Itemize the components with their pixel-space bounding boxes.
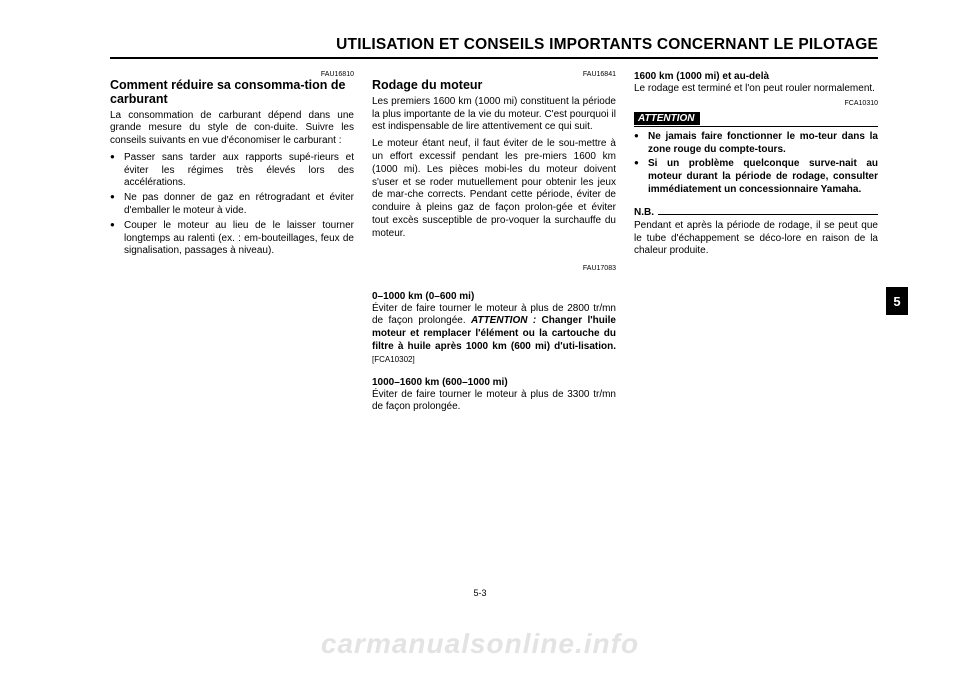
column-2: FAU16841 Rodage du moteur Les premiers 1… [372, 71, 616, 418]
nb-body: Pendant et après la période de rodage, i… [634, 220, 878, 258]
attention-underline [634, 126, 878, 127]
column-3: 1600 km (1000 mi) et au-delà Le rodage e… [634, 71, 878, 418]
body-text: Éviter de faire tourner le moteur à plus… [372, 303, 616, 367]
section-title: Rodage du moteur [372, 79, 616, 93]
bullet-list: Passer sans tarder aux rapports supé-rie… [110, 152, 354, 258]
refcode: FAU16810 [110, 71, 354, 78]
watermark: carmanualsonline.info [0, 628, 960, 660]
attention-inline: ATTENTION : [471, 315, 542, 326]
subsection-title: 1600 km (1000 mi) et au-delà [634, 71, 878, 82]
refcode: FAU16841 [372, 71, 616, 78]
nb-line [658, 214, 878, 215]
subsection-title: 0–1000 km (0–600 mi) [372, 291, 616, 302]
list-item: Si un problème quelconque surve-nait au … [646, 158, 878, 196]
page-number: 5-3 [0, 588, 960, 598]
refcode: FAU17083 [372, 265, 616, 272]
columns: FAU16810 Comment réduire sa consomma-tio… [110, 71, 878, 418]
column-1: FAU16810 Comment réduire sa consomma-tio… [110, 71, 354, 418]
page: UTILISATION ET CONSEILS IMPORTANTS CONCE… [0, 0, 960, 678]
body-text: Le rodage est terminé et l'on peut roule… [634, 83, 878, 96]
nb-row: N.B. [634, 207, 878, 218]
body-text: Le moteur étant neuf, il faut éviter de … [372, 138, 616, 240]
list-item: Ne jamais faire fonctionner le mo-teur d… [646, 131, 878, 157]
list-item: Couper le moteur au lieu de le laisser t… [122, 220, 354, 258]
list-item: Passer sans tarder aux rapports supé-rie… [122, 152, 354, 190]
refcode: FCA10310 [634, 100, 878, 107]
attention-label: ATTENTION [634, 112, 700, 125]
body-text: Éviter de faire tourner le moteur à plus… [372, 389, 616, 415]
body-text: Les premiers 1600 km (1000 mi) constitue… [372, 96, 616, 134]
subsection-title: 1000–1600 km (600–1000 mi) [372, 377, 616, 388]
section-title: Comment réduire sa consomma-tion de carb… [110, 79, 354, 107]
inline-code: [FCA10302] [372, 355, 415, 364]
header-title: UTILISATION ET CONSEILS IMPORTANTS CONCE… [110, 36, 878, 54]
header: UTILISATION ET CONSEILS IMPORTANTS CONCE… [110, 36, 878, 59]
list-item: Ne pas donner de gaz en rétrogradant et … [122, 192, 354, 218]
intro-text: La consommation de carburant dépend dans… [110, 110, 354, 148]
bullet-list: Ne jamais faire fonctionner le mo-teur d… [634, 131, 878, 197]
side-tab: 5 [886, 287, 908, 315]
nb-label: N.B. [634, 207, 654, 218]
